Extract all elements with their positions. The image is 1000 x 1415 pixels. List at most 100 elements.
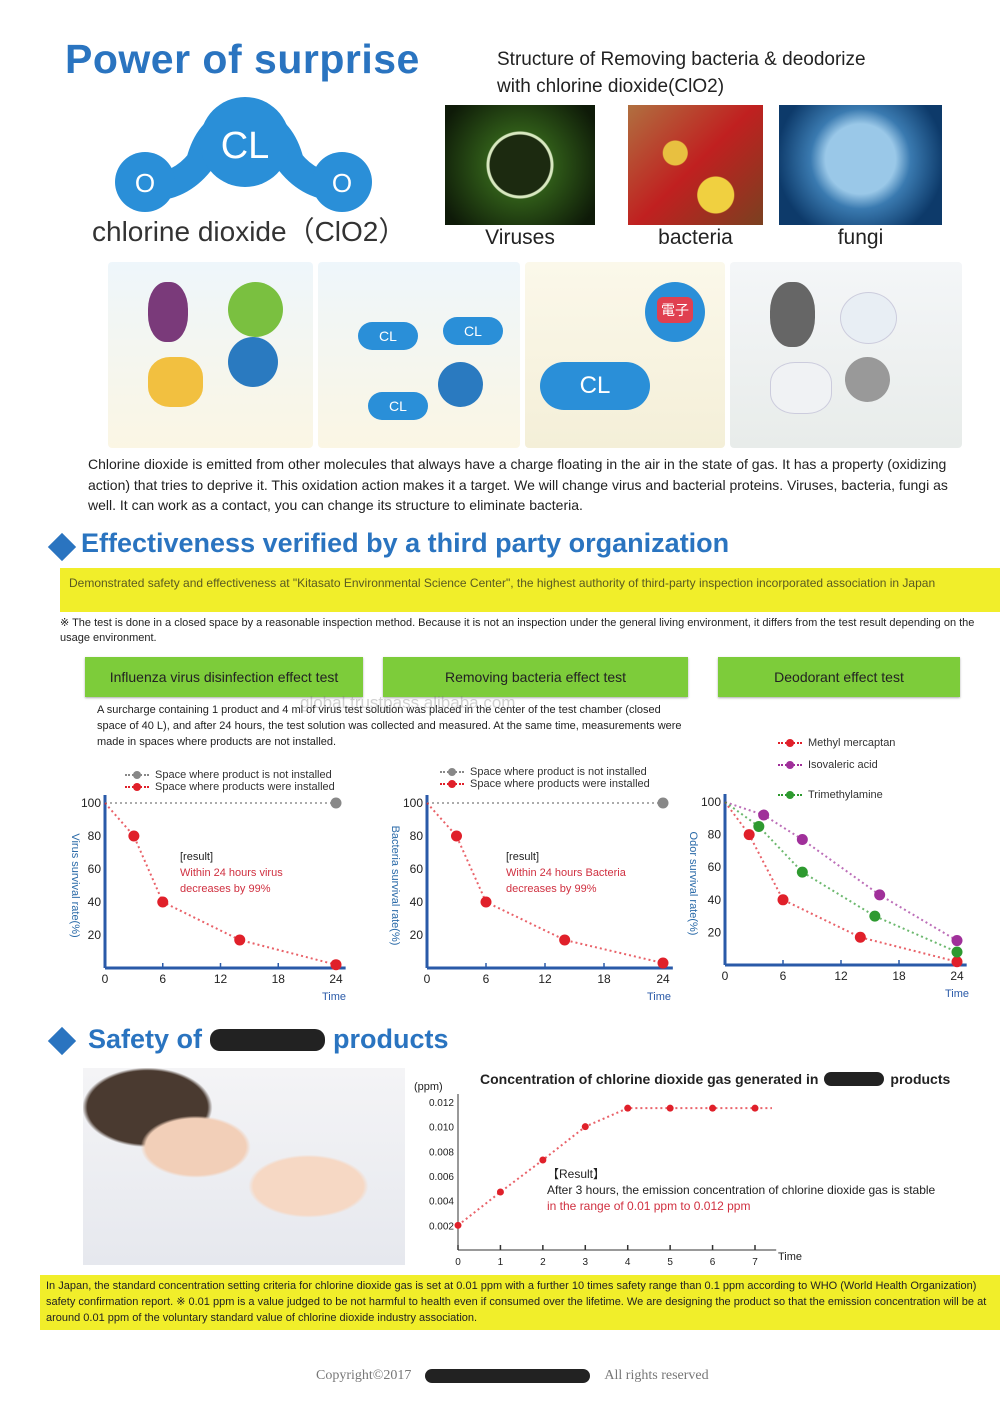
legend-marker-red	[440, 780, 464, 788]
safety-highlight: In Japan, the standard concentration set…	[40, 1275, 1000, 1330]
legend-label: Space where product is not installed	[470, 766, 647, 778]
y-tick-label: 40	[410, 895, 424, 909]
clo2-molecule-icon: CL O O	[115, 97, 372, 212]
result-line: decreases by 99%	[506, 883, 597, 895]
odor-survival-chart: 0 6 12 18 24 20 40 60 80 100 Time Odor survival rat…	[687, 794, 969, 1000]
illustration-neutralized-panel	[730, 262, 962, 448]
page-title: Power of surprise	[65, 36, 420, 82]
x-tick-label: 0	[455, 1257, 461, 1265]
y-tick-label: 100	[403, 796, 423, 810]
x-tick-label: 4	[625, 1257, 631, 1265]
x-tick-label: 5	[667, 1257, 673, 1265]
y-axis-label: (ppm)	[414, 1081, 443, 1093]
y-tick-label: 60	[410, 862, 424, 876]
x-tick-label: 6	[483, 972, 490, 986]
legend-label: Methyl mercaptan	[808, 737, 896, 749]
electron-label: 電子	[657, 297, 693, 323]
x-tick-label: 7	[752, 1257, 758, 1265]
data-point	[451, 830, 462, 842]
x-tick-label: 6	[710, 1257, 716, 1265]
rights-text: All rights reserved	[604, 1368, 709, 1383]
cl-molecule-label: CL	[443, 317, 503, 345]
redacted-company	[425, 1369, 591, 1383]
data-point	[951, 956, 963, 968]
data-point	[874, 889, 886, 901]
x-tick-label: 24	[329, 972, 343, 986]
result-head: [result]	[506, 851, 540, 863]
virus-survival-chart: 0 6 12 18 24 20 40 60 80 100 Time Virus survival ra…	[69, 795, 346, 1003]
intro-paragraph: Chlorine dioxide is emitted from other m…	[88, 456, 948, 513]
effectiveness-heading: Effectiveness verified by a third party …	[81, 528, 730, 558]
subtitle: Structure of Removing bacteria & deodori…	[497, 46, 866, 100]
y-axis-label: Bacteria survival rate(%)	[389, 826, 401, 946]
data-point	[758, 809, 770, 821]
y-tick-label: 0.012	[429, 1098, 454, 1109]
result-head: [result]	[180, 851, 214, 863]
x-tick-label: 6	[780, 969, 787, 983]
chart-title: Concentration of chlorine dioxide gas ge…	[480, 1071, 819, 1087]
fungi-photo	[779, 105, 942, 225]
data-point	[753, 820, 765, 832]
legend-marker-gray	[440, 768, 464, 776]
y-tick-label: 80	[88, 829, 102, 843]
legend-item: Space where product is not installed	[125, 769, 335, 781]
data-point	[539, 1156, 547, 1164]
legend-item: Methyl mercaptan	[778, 732, 895, 754]
data-point	[157, 896, 169, 908]
molecule-caption: chlorine dioxide（ClO2）	[92, 216, 407, 247]
y-tick-label: 20	[88, 928, 102, 942]
molecule-cl-label: CL	[221, 125, 270, 167]
legend-item: Space where product is not installed	[440, 766, 650, 778]
data-point	[559, 934, 571, 946]
cl-molecule-label: CL	[540, 362, 650, 410]
mother-baby-photo	[83, 1068, 405, 1265]
subtitle-line-1: Structure of Removing bacteria & deodori…	[497, 49, 866, 70]
cl-molecule-label: CL	[358, 322, 418, 350]
data-point	[666, 1104, 674, 1112]
chart3-legend: Methyl mercaptan Isovaleric acid Trimeth…	[778, 732, 895, 806]
influenza-test-label: Influenza virus disinfection effect test	[85, 657, 363, 697]
bacteria-test-label: Removing bacteria effect test	[383, 657, 688, 697]
data-point	[330, 959, 342, 971]
data-point	[657, 957, 669, 969]
subtitle-line-2: with chlorine dioxide(ClO2)	[497, 76, 725, 97]
data-point	[777, 894, 789, 906]
ppm-chart-title: Concentration of chlorine dioxide gas ge…	[480, 1071, 950, 1087]
data-point	[951, 946, 963, 958]
x-tick-label: 3	[583, 1257, 589, 1265]
legend-label: Space where products were installed	[155, 781, 335, 793]
data-point	[480, 896, 492, 908]
copyright-text: Copyright©2017	[316, 1368, 412, 1383]
virus-photo	[445, 105, 595, 225]
data-point	[709, 1104, 717, 1112]
x-tick-label: 12	[214, 972, 228, 986]
legend-item: Space where products were installed	[125, 781, 335, 793]
data-point	[751, 1104, 759, 1112]
x-tick-label: 18	[597, 972, 611, 986]
photo-label-bacteria: bacteria	[658, 226, 733, 249]
y-axis-label: Virus survival rate(%)	[69, 833, 81, 937]
cl-molecule-label: CL	[368, 392, 428, 420]
photo-label-fungi: fungi	[837, 226, 884, 249]
illustration-electron-panel: 電子 CL	[525, 262, 725, 448]
x-tick-label: 12	[538, 972, 552, 986]
x-tick-label: 18	[892, 969, 906, 983]
molecule-o-label: O	[135, 168, 155, 198]
legend-label: Isovaleric acid	[808, 759, 878, 771]
deodorant-test-label: Deodorant effect test	[718, 657, 960, 697]
data-point	[496, 1188, 504, 1196]
result-line: Within 24 hours Bacteria	[506, 867, 626, 879]
x-axis-label: Time	[322, 991, 346, 1003]
data-point	[796, 866, 808, 878]
x-tick-label: 24	[656, 972, 670, 986]
chart1-legend: Space where product is not installed Spa…	[125, 769, 335, 793]
legend-marker-purple	[778, 761, 802, 769]
redacted-brand	[824, 1072, 885, 1086]
y-tick-label: 0.002	[429, 1221, 454, 1232]
ppm-concentration-chart: 0 1 2 3 4 5 6 7 0.002 0.004 0.006 0.008 0.010 0.012 Ti…	[414, 1081, 802, 1265]
y-tick-label: 0.006	[429, 1172, 454, 1183]
x-tick-label: 24	[950, 969, 964, 983]
data-point	[624, 1104, 632, 1112]
effectiveness-highlight: Demonstrated safety and effectiveness at…	[60, 568, 1000, 612]
